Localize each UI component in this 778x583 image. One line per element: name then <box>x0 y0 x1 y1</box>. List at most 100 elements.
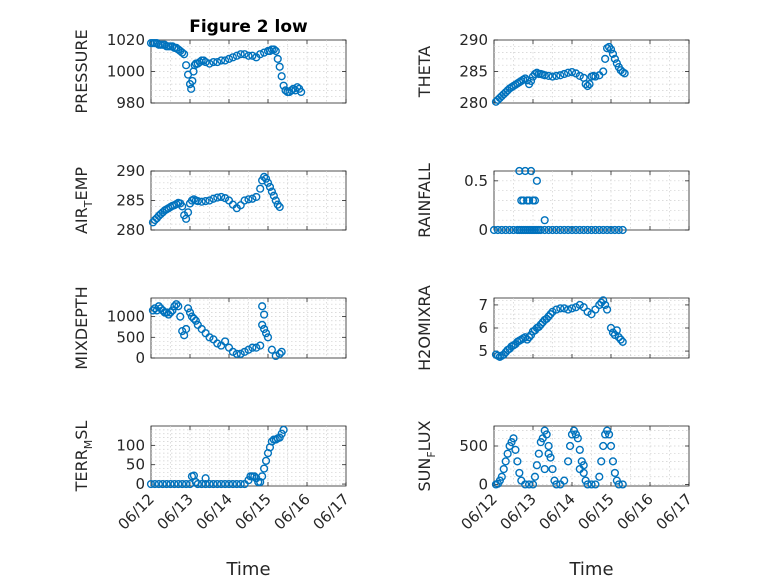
data-point <box>618 480 627 489</box>
data-point <box>614 225 623 235</box>
data-point <box>158 306 167 315</box>
data-point <box>604 430 614 439</box>
data-point <box>509 225 518 235</box>
data-point <box>515 166 524 176</box>
data-point <box>556 71 565 80</box>
data-point <box>154 479 163 489</box>
data-point <box>236 349 245 358</box>
data-point <box>182 324 191 334</box>
data-point <box>273 54 282 64</box>
data-point <box>591 480 600 489</box>
data-points <box>491 42 629 106</box>
data-point <box>587 480 596 489</box>
x-tick-label: 06/12 <box>458 490 501 533</box>
data-point <box>618 337 627 346</box>
data-point <box>150 304 160 313</box>
x-tick-label: 06/14 <box>536 490 579 533</box>
data-point <box>244 345 253 354</box>
data-point <box>178 202 187 211</box>
data-point <box>228 347 238 356</box>
data-point <box>532 176 542 185</box>
data-point <box>267 187 277 196</box>
panel-air_temp: 280 285 290 AIRTEMP <box>72 162 347 239</box>
x-tick-label: 06/17 <box>310 490 353 533</box>
data-point <box>585 79 594 89</box>
data-point <box>540 71 549 80</box>
data-point <box>536 225 545 235</box>
y-axis-label-rest: SL <box>72 421 91 440</box>
x-tick-label: 06/13 <box>497 490 540 533</box>
y-tick-labels: 980 1000 1020 <box>107 31 145 112</box>
y-tick-labels: 280 285 290 <box>459 31 488 112</box>
data-point <box>195 57 204 67</box>
data-point <box>250 472 259 481</box>
grid-lines <box>494 171 689 230</box>
data-point <box>583 225 592 235</box>
data-point <box>213 339 222 348</box>
data-point <box>597 457 606 466</box>
data-point <box>546 453 555 462</box>
data-point <box>267 345 277 354</box>
data-point <box>519 196 528 205</box>
data-point <box>263 178 273 187</box>
data-points <box>146 39 306 97</box>
y-tick-label: 280 <box>459 94 488 112</box>
data-point <box>583 480 592 489</box>
data-point <box>581 476 590 485</box>
y-axis-label: PRESSURE <box>72 29 91 113</box>
data-point <box>269 191 278 200</box>
axes-box <box>493 425 690 487</box>
data-point <box>240 196 249 205</box>
y-tick-label: 290 <box>116 162 145 180</box>
data-point <box>205 333 214 342</box>
y-axis-label-base: TERR <box>72 449 91 492</box>
y-tick-label: 280 <box>116 221 145 239</box>
panel-pressure: 980 1000 1020 PRESSURE Figure 2 low <box>72 17 347 114</box>
y-tick-label: 0 <box>478 475 488 493</box>
data-point <box>209 479 218 489</box>
data-point <box>507 438 516 447</box>
data-points <box>148 300 286 361</box>
data-point <box>544 441 553 451</box>
data-point <box>599 67 608 76</box>
y-tick-label: 285 <box>116 192 145 210</box>
data-point <box>495 476 504 485</box>
data-point <box>275 62 284 71</box>
data-point <box>261 329 271 338</box>
data-point <box>213 193 222 202</box>
y-axis-label: TERRMSL <box>72 421 95 493</box>
data-point <box>567 430 577 439</box>
data-point <box>595 472 604 481</box>
data-point <box>252 192 261 202</box>
data-point <box>271 196 280 205</box>
data-point <box>201 196 210 206</box>
data-point <box>515 468 524 478</box>
data-point <box>608 49 618 58</box>
data-point <box>521 480 530 489</box>
x-tick-label: 06/17 <box>653 490 696 533</box>
data-point <box>497 472 506 481</box>
data-point <box>178 327 187 336</box>
data-points <box>489 166 627 235</box>
data-point <box>583 81 592 91</box>
data-point <box>201 57 210 67</box>
data-point <box>575 71 584 81</box>
data-point <box>548 464 557 474</box>
data-point <box>188 76 197 86</box>
data-point <box>182 479 191 489</box>
data-point <box>297 87 306 97</box>
y-tick-labels: 050 100 <box>116 436 145 493</box>
data-point <box>606 441 616 451</box>
y-tick-label: 5 <box>478 342 488 360</box>
panel-theta: 280 285 290 THETA <box>415 31 690 112</box>
data-point <box>244 51 253 60</box>
data-point <box>277 347 286 356</box>
data-point <box>193 479 202 489</box>
y-tick-label: 290 <box>459 31 488 49</box>
data-points <box>148 172 284 227</box>
data-point <box>524 196 534 205</box>
data-point <box>166 479 175 489</box>
chart-title: Figure 2 low <box>189 17 308 37</box>
